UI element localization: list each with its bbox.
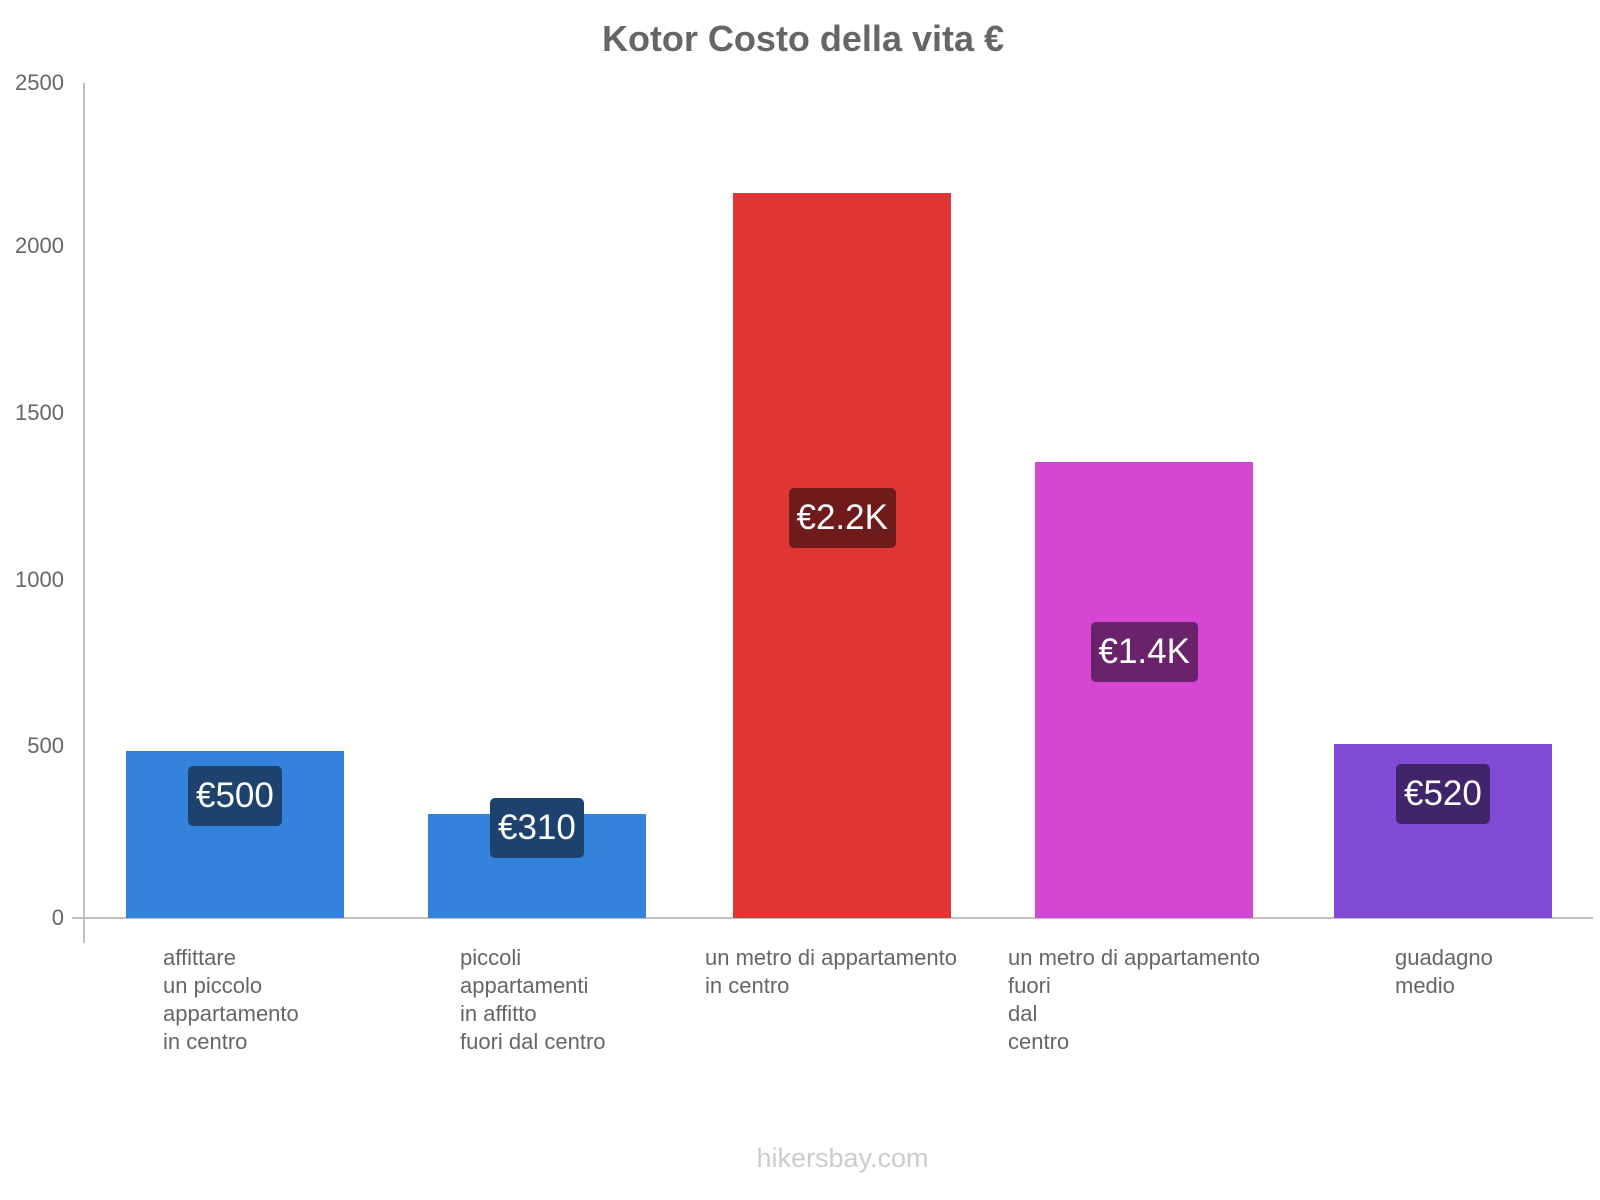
y-axis-line: [83, 83, 85, 943]
bar-value-label: €500: [188, 766, 282, 826]
y-tick-label: 2000: [15, 233, 64, 258]
y-tick-label: 0: [51, 905, 64, 930]
x-tick-label: affittare un piccolo appartamento in cen…: [163, 945, 299, 1054]
y-tick-label: 500: [27, 733, 64, 758]
y-tick-label: 1500: [15, 400, 64, 425]
y-tick-label: 1000: [15, 567, 64, 592]
bar-value-label: €310: [490, 798, 584, 858]
x-tick-label: piccoli appartamenti in affitto fuori da…: [460, 945, 606, 1054]
x-axis-line: [72, 917, 1593, 919]
bar-value-label: €2.2K: [788, 488, 896, 548]
bar: [1035, 462, 1253, 918]
watermark: hikersbay.com: [756, 1143, 929, 1173]
x-tick-label: guadagno medio: [1395, 945, 1493, 998]
x-tick-label: un metro di appartamento fuori dal centr…: [1008, 945, 1260, 1054]
x-tick-label: un metro di appartamento in centro: [705, 945, 957, 998]
bar-value-label: €520: [1396, 764, 1490, 824]
y-tick-label: 2500: [15, 70, 64, 95]
chart-title: Kotor Costo della vita €: [601, 18, 1005, 59]
bar: [733, 193, 951, 918]
bar-value-label: €1.4K: [1090, 622, 1198, 682]
